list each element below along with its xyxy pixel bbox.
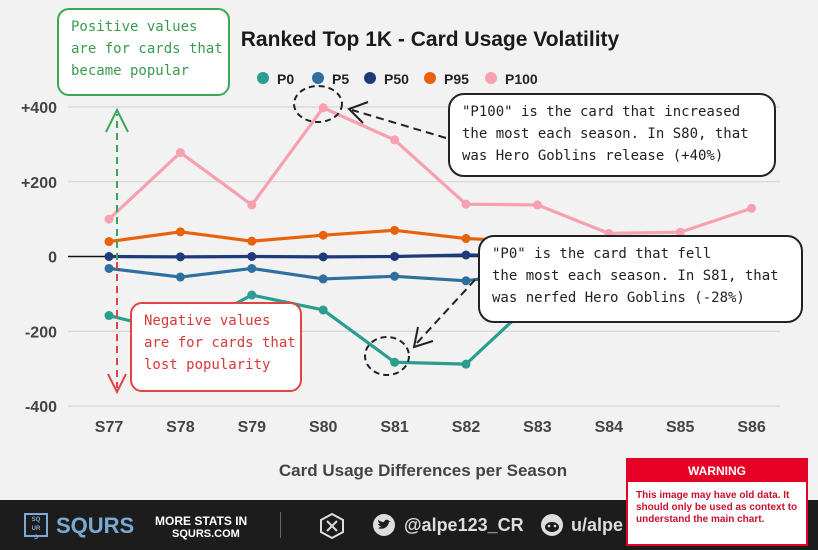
y-tick-label: +400: [21, 100, 57, 117]
data-point: [175, 227, 185, 237]
p0-pointer: [415, 269, 485, 345]
data-point: [175, 148, 185, 158]
y-tick-label: -200: [25, 324, 57, 341]
legend-marker: [364, 72, 376, 84]
x-tick-label: S77: [95, 419, 124, 436]
x-tick-label: S84: [595, 419, 624, 436]
x-tick-label: S79: [238, 419, 267, 436]
reddit-handle[interactable]: u/alpe: [571, 515, 624, 535]
data-point: [247, 263, 257, 273]
data-point: [318, 274, 328, 284]
y-axis-ticks: +400 +200 0 -200 -400: [21, 100, 57, 416]
data-point: [390, 135, 400, 145]
data-point: [175, 272, 185, 282]
data-point: [675, 227, 685, 237]
footer-divider: [280, 512, 281, 538]
p100-pointer: [351, 109, 447, 139]
twitter-icon[interactable]: [372, 514, 396, 536]
chart-title: Ranked Top 1K - Card Usage Volatility: [241, 28, 620, 51]
data-point: [461, 250, 471, 260]
data-point: [104, 237, 114, 247]
data-point: [318, 230, 328, 240]
x-tick-label: S81: [380, 419, 409, 436]
y-tick-label: 0: [48, 250, 57, 267]
x-tick-label: S78: [166, 419, 195, 436]
legend-label: P50: [384, 71, 409, 87]
legend-label: P5: [332, 71, 349, 87]
x-tick-label: S86: [737, 419, 766, 436]
p0-note: "P0" is the card that fell the most each…: [478, 235, 803, 323]
data-point: [104, 214, 114, 224]
data-point: [175, 252, 185, 262]
legend-label: P0: [277, 71, 294, 87]
more-stats-line2[interactable]: SQURS.COM: [172, 528, 240, 540]
data-point: [104, 311, 114, 321]
legend-marker: [257, 72, 269, 84]
positive-arrowhead: [105, 107, 129, 133]
data-point: [104, 263, 114, 273]
p100-note: "P100" is the card that increased the mo…: [448, 93, 776, 177]
p100-pointer-head: [347, 101, 369, 124]
series-p100: [104, 103, 757, 238]
data-point: [318, 305, 328, 315]
data-point: [247, 200, 257, 210]
deck-logo-icon: [320, 512, 344, 540]
x-axis-label: Card Usage Differences per Season: [279, 461, 567, 480]
data-point: [247, 290, 257, 300]
data-point: [461, 276, 471, 286]
data-point: [461, 199, 471, 209]
x-tick-label: S85: [666, 419, 695, 436]
legend-marker: [485, 72, 497, 84]
data-point: [247, 236, 257, 246]
y-tick-label: -400: [25, 399, 57, 416]
reddit-icon[interactable]: [540, 514, 564, 536]
data-point: [461, 359, 471, 369]
data-point: [390, 225, 400, 235]
p0-pointer-head: [412, 326, 434, 349]
x-tick-label: S83: [523, 419, 552, 436]
more-stats-line1: MORE STATS IN: [155, 514, 248, 528]
legend-marker: [312, 72, 324, 84]
positive-values-note: Positive values are for cards that becam…: [57, 8, 230, 96]
y-tick-label: +200: [21, 175, 57, 192]
squrs-logo-icon: SQURS: [24, 513, 48, 541]
highlight-circle-p0: [364, 336, 410, 376]
negative-arrowhead: [107, 373, 127, 395]
legend-label: P95: [444, 71, 469, 87]
data-point: [461, 234, 471, 244]
data-point: [247, 252, 257, 261]
data-point: [390, 252, 400, 261]
brand-name[interactable]: SQURS: [56, 513, 135, 538]
negative-values-note: Negative values are for cards that lost …: [130, 302, 302, 392]
data-point: [390, 357, 400, 367]
warning-body: This image may have old data. It should …: [636, 490, 798, 525]
warning-header: WARNING: [628, 460, 806, 482]
data-point: [532, 200, 542, 210]
data-point: [747, 203, 757, 213]
x-tick-label: S82: [452, 419, 481, 436]
twitter-handle[interactable]: @alpe123_CR: [404, 515, 524, 535]
x-tick-label: S80: [309, 419, 338, 436]
legend-label: P100: [505, 71, 538, 87]
data-point: [390, 271, 400, 281]
legend: P0 P5 P50 P95 P100: [257, 71, 538, 87]
highlight-circle-p100: [293, 85, 343, 123]
squrs-logo-text: SQURS: [31, 517, 41, 541]
warning-box: WARNING This image may have old data. It…: [626, 458, 808, 546]
data-point: [104, 252, 114, 261]
legend-marker: [424, 72, 436, 84]
series-line: [107, 106, 753, 235]
data-point: [318, 103, 328, 113]
data-point: [318, 252, 328, 262]
x-axis-ticks: S77 S78 S79 S80 S81 S82 S83 S84 S85 S86: [95, 419, 766, 436]
annotation-marks: [105, 85, 485, 395]
